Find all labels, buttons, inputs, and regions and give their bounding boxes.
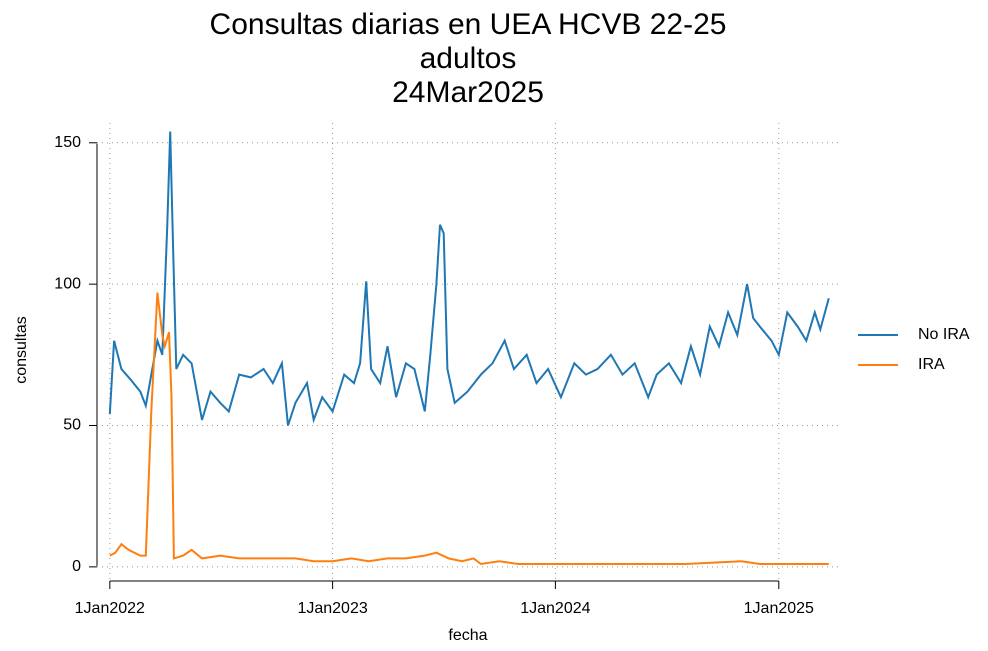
data-line (109, 292, 829, 566)
legend-label: No IRA (918, 326, 970, 343)
x-tick-label: 1Jan2022 (75, 600, 145, 617)
chart-title: adultos (420, 42, 517, 75)
legend-label: IRA (918, 356, 945, 373)
chart-title: 24Mar2025 (392, 76, 544, 109)
y-axis-label: consultas (13, 316, 30, 384)
y-tick-label: 50 (63, 417, 81, 434)
x-tick-label: 1Jan2025 (744, 600, 814, 617)
data-line (108, 131, 830, 426)
y-tick-label: 100 (54, 275, 81, 292)
y-tick-label: 150 (54, 134, 81, 151)
x-tick-label: 1Jan2023 (297, 600, 367, 617)
chart-title: Consultas diarias en UEA HCVB 22-25 (210, 8, 727, 41)
x-tick-label: 1Jan2024 (520, 600, 590, 617)
x-axis-label: fecha (448, 627, 487, 644)
y-tick-label: 0 (72, 558, 81, 575)
